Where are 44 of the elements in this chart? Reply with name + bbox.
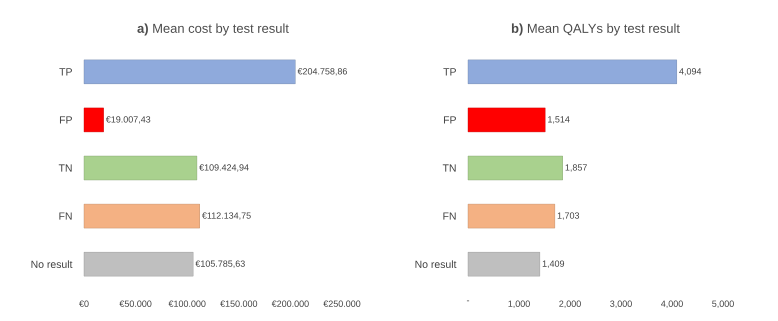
x-tick-label: 2,000: [559, 300, 581, 308]
x-tick-label: €250.000: [323, 300, 360, 307]
bar: [84, 204, 200, 228]
bar: [468, 252, 540, 276]
data-label: 1,703: [558, 212, 580, 220]
bar: [84, 60, 296, 84]
y-tick-label: FN: [59, 212, 72, 220]
chart-title: a) Mean cost by test result: [137, 23, 289, 36]
bar: [84, 252, 194, 276]
bar: [468, 204, 556, 228]
x-tick-label: 3,000: [610, 300, 632, 308]
y-tick-label: TN: [442, 164, 456, 172]
data-label: €204.758,86: [298, 68, 347, 76]
y-tick-label: TN: [58, 164, 72, 172]
data-label: 1,514: [548, 116, 570, 124]
bar: [468, 60, 677, 84]
y-tick-label: No result: [415, 260, 456, 268]
y-tick-label: FN: [443, 212, 456, 220]
x-tick-label: €0: [79, 300, 89, 307]
data-label: €112.134,75: [202, 212, 251, 220]
chart-title: b) Mean QALYs by test result: [512, 23, 680, 36]
x-tick-label: €50.000: [119, 300, 152, 307]
x-tick-label: 1,000: [508, 300, 530, 308]
bar: [468, 156, 563, 180]
bar: [84, 156, 198, 180]
y-tick-label: FP: [444, 116, 456, 124]
data-label: 4,094: [679, 68, 702, 76]
data-label: 1,857: [566, 164, 587, 172]
y-tick-label: TP: [443, 68, 456, 76]
bar: [468, 108, 546, 132]
x-tick-label: €150.000: [220, 300, 258, 307]
y-tick-label: No result: [31, 260, 72, 268]
x-tick-label: 5,000: [712, 300, 734, 308]
data-label: 1,409: [542, 260, 564, 268]
x-tick-label: -: [466, 300, 470, 302]
bar: [84, 108, 104, 132]
x-tick-label: €200.000: [272, 300, 309, 307]
data-label: €109.424,94: [199, 164, 249, 172]
y-tick-label: FP: [60, 116, 72, 124]
y-tick-label: TP: [59, 68, 72, 76]
data-label: €105.785,63: [195, 260, 245, 268]
x-tick-label: 4,000: [660, 300, 683, 308]
x-tick-label: €100.000: [168, 300, 206, 307]
data-label: €19.007,43: [106, 116, 150, 124]
